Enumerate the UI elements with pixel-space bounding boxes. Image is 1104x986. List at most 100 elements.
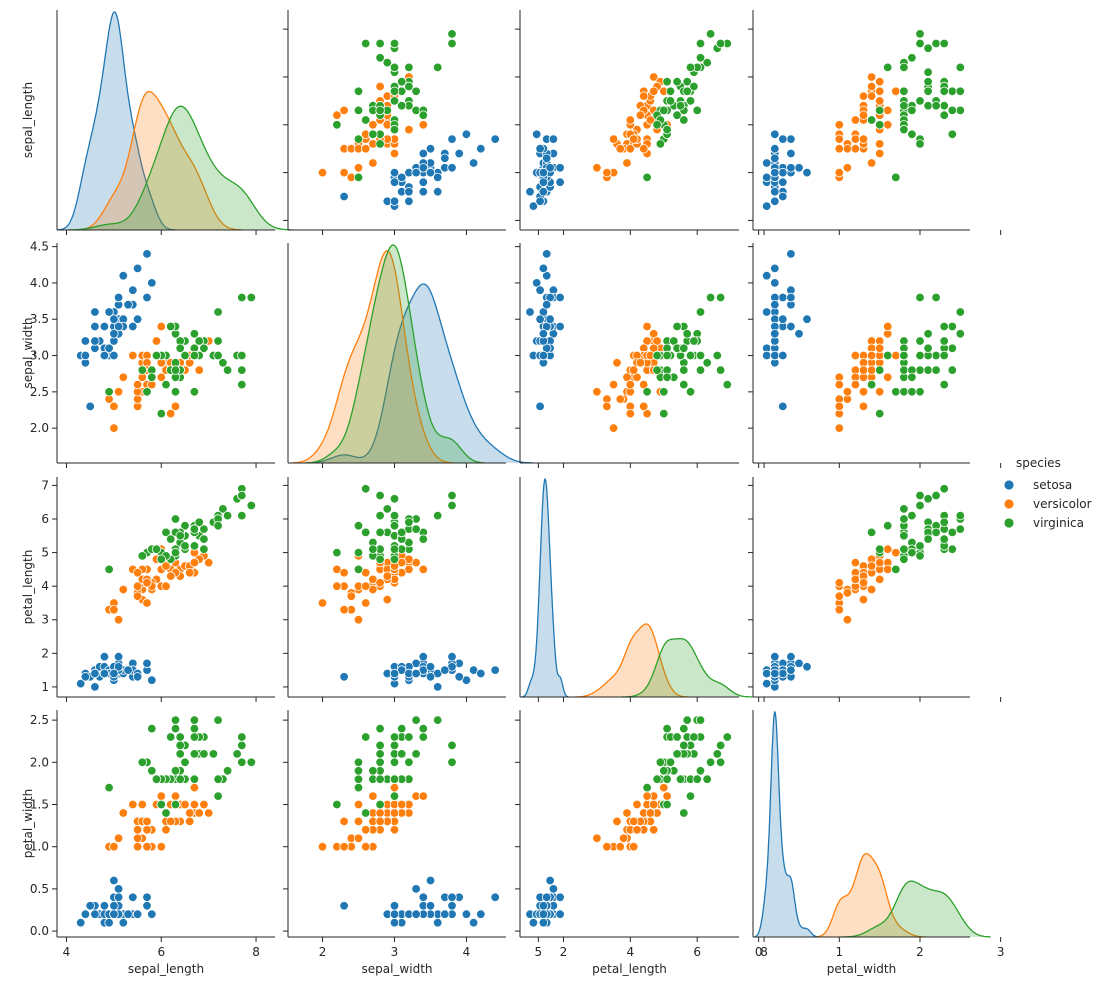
point-versicolor [156,372,167,383]
legend-label-virginica: virginica [1033,516,1084,530]
point-virginica [375,105,385,116]
point-setosa [418,163,429,173]
point-setosa [433,186,443,197]
point-versicolor [608,379,619,390]
point-setosa [447,901,457,911]
point-versicolor [361,598,371,608]
point-virginica [170,387,181,397]
point-versicolor [382,594,393,605]
point-virginica [151,350,162,361]
point-setosa [411,909,421,919]
point-versicolor [642,791,652,801]
point-virginica [389,494,400,504]
point-versicolor [109,605,119,615]
x-axis-label-sepal_length: sepal_length [128,962,204,976]
point-virginica [947,527,958,538]
point-virginica [147,372,157,383]
point-virginica [891,564,901,575]
point-virginica [705,292,716,303]
point-virginica [237,350,247,361]
point-setosa [85,401,95,412]
point-setosa [440,153,450,164]
point-virginica [213,350,223,361]
point-setosa [411,884,421,894]
point-setosa [418,186,429,197]
point-versicolor [649,86,659,97]
point-virginica [655,757,666,768]
point-virginica [662,799,672,810]
point-virginica [375,554,385,565]
point-setosa [762,172,772,183]
point-versicolor [629,842,639,852]
point-virginica [170,799,181,810]
point-virginica [389,62,400,73]
point-setosa [123,909,133,919]
point-setosa [542,249,552,259]
point-virginica [695,350,706,361]
point-setosa [525,186,535,197]
point-virginica [361,732,371,742]
point-virginica [368,544,378,554]
point-virginica [418,110,429,120]
point-setosa [778,401,788,412]
point-virginica [722,379,733,390]
point-virginica [931,490,941,501]
x-tick-label: 4 [627,945,635,959]
point-virginica [675,100,686,111]
point-setosa [476,143,486,154]
point-setosa [770,186,780,197]
point-setosa [545,314,555,324]
point-virginica [411,749,421,759]
y-tick-label: 2.0 [30,755,49,769]
point-setosa [535,401,545,412]
point-versicolor [875,557,885,568]
y-tick-label: 1.5 [30,798,49,812]
point-setosa [786,665,796,675]
point-virginica [375,139,385,149]
point-virginica [672,749,682,759]
point-virginica [695,715,706,725]
point-versicolor [418,120,429,130]
panel-petal_length-vs-sepal_length: 1 2 3 4 5 6 7 [41,477,275,702]
kde-fill-versicolor [75,91,243,230]
point-versicolor [418,791,429,801]
point-virginica [931,365,941,375]
point-virginica [375,749,385,759]
point-versicolor [632,825,642,835]
point-virginica [875,365,885,375]
point-virginica [899,504,909,514]
point-virginica [397,100,407,111]
point-versicolor [875,343,885,354]
point-setosa [555,909,565,919]
point-versicolor [602,842,612,852]
point-setosa [99,668,110,679]
point-virginica [151,774,162,784]
point-virginica [411,715,421,725]
point-virginica [213,336,223,346]
point-virginica [652,350,662,361]
point-virginica [447,29,457,39]
point-virginica [389,124,400,135]
point-virginica [923,494,933,504]
x-tick-label: 1 [835,945,843,959]
panel-sepal_length-vs-sepal_width [283,10,539,235]
point-versicolor [165,816,176,827]
point-virginica [875,120,885,130]
point-versicolor [602,401,612,412]
x-axis-label-petal_width: petal_width [827,962,896,976]
point-versicolor [404,124,414,135]
point-virginica [137,757,148,768]
kde-line-virginica [305,244,484,464]
point-virginica [389,86,400,97]
point-setosa [538,167,549,178]
point-virginica [947,544,958,554]
point-setosa [538,901,549,911]
point-virginica [679,343,689,354]
point-setosa [770,668,780,679]
point-virginica [353,757,364,768]
point-versicolor [608,423,619,433]
point-setosa [99,350,110,361]
point-versicolor [891,86,901,97]
point-versicolor [389,148,400,159]
point-setosa [109,668,119,679]
